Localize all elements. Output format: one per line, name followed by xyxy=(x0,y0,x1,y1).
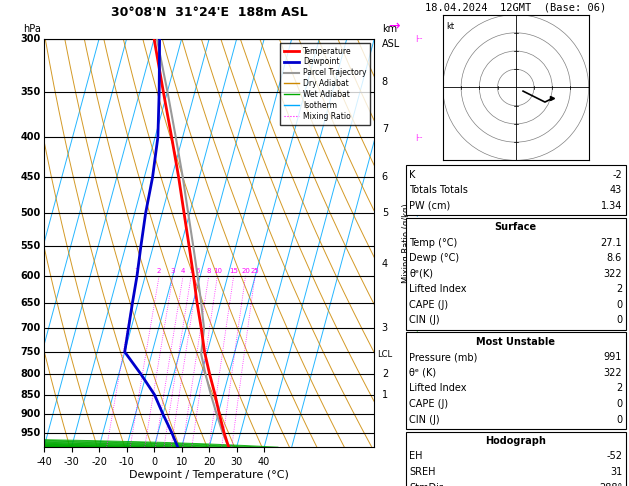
Text: 950: 950 xyxy=(21,428,41,438)
Text: 600: 600 xyxy=(21,271,41,281)
Legend: Temperature, Dewpoint, Parcel Trajectory, Dry Adiabat, Wet Adiabat, Isotherm, Mi: Temperature, Dewpoint, Parcel Trajectory… xyxy=(280,43,370,125)
Text: →: → xyxy=(388,19,399,34)
Text: Temp (°C): Temp (°C) xyxy=(409,238,458,247)
Text: 750: 750 xyxy=(21,347,41,357)
Text: Surface: Surface xyxy=(495,222,537,232)
Text: |--: |-- xyxy=(415,391,423,398)
Text: kt: kt xyxy=(447,22,455,31)
Text: hPa: hPa xyxy=(23,24,41,34)
Text: 3: 3 xyxy=(382,323,388,333)
Text: 500: 500 xyxy=(21,208,41,218)
Text: 6: 6 xyxy=(382,173,388,182)
Text: 322: 322 xyxy=(603,269,622,278)
Text: 25: 25 xyxy=(250,268,259,275)
Text: 1: 1 xyxy=(382,390,388,399)
Text: 288°: 288° xyxy=(599,483,622,486)
Text: CAPE (J): CAPE (J) xyxy=(409,300,448,310)
Text: |--: |-- xyxy=(415,210,423,217)
Text: 8.6: 8.6 xyxy=(607,253,622,263)
Text: 0: 0 xyxy=(616,300,622,310)
Text: 8: 8 xyxy=(382,77,388,87)
Text: θᵉ (K): θᵉ (K) xyxy=(409,368,437,378)
Text: EH: EH xyxy=(409,451,423,461)
Text: 2: 2 xyxy=(382,369,388,379)
Text: |--: |-- xyxy=(415,272,423,279)
Text: km: km xyxy=(382,24,397,34)
Text: 5: 5 xyxy=(189,268,193,275)
Text: 3: 3 xyxy=(170,268,175,275)
Text: 10: 10 xyxy=(213,268,222,275)
Text: 43: 43 xyxy=(610,185,622,195)
Text: Totals Totals: Totals Totals xyxy=(409,185,469,195)
Text: 1: 1 xyxy=(135,268,139,275)
Text: LCL: LCL xyxy=(377,350,392,359)
Text: -2: -2 xyxy=(612,170,622,179)
Text: 15: 15 xyxy=(229,268,238,275)
Text: 550: 550 xyxy=(21,241,41,251)
Text: |--: |-- xyxy=(415,411,423,417)
Text: 1.34: 1.34 xyxy=(601,201,622,210)
Text: |--: |-- xyxy=(415,325,423,332)
Text: 300: 300 xyxy=(21,34,41,44)
Text: 0: 0 xyxy=(616,315,622,325)
Text: |--: |-- xyxy=(415,370,423,378)
Text: 322: 322 xyxy=(603,368,622,378)
Text: CIN (J): CIN (J) xyxy=(409,315,440,325)
Text: 700: 700 xyxy=(21,323,41,333)
Text: Lifted Index: Lifted Index xyxy=(409,383,467,393)
Text: 20: 20 xyxy=(241,268,250,275)
Text: 991: 991 xyxy=(604,352,622,362)
Text: Dewp (°C): Dewp (°C) xyxy=(409,253,460,263)
Text: 2: 2 xyxy=(616,284,622,294)
Text: 4: 4 xyxy=(181,268,186,275)
Text: 6: 6 xyxy=(196,268,200,275)
Text: StmDir: StmDir xyxy=(409,483,443,486)
Text: 8: 8 xyxy=(206,268,211,275)
Text: © weatheronline.co.uk: © weatheronline.co.uk xyxy=(464,474,568,484)
Text: K: K xyxy=(409,170,416,179)
Text: Mixing Ratio (g/kg): Mixing Ratio (g/kg) xyxy=(403,203,411,283)
Text: 27.1: 27.1 xyxy=(601,238,622,247)
Text: 2: 2 xyxy=(157,268,162,275)
Text: Hodograph: Hodograph xyxy=(486,436,546,446)
Text: 350: 350 xyxy=(21,87,41,97)
Text: |--: |-- xyxy=(415,134,423,140)
X-axis label: Dewpoint / Temperature (°C): Dewpoint / Temperature (°C) xyxy=(129,469,289,480)
Text: 900: 900 xyxy=(21,409,41,419)
Text: 30°08'N  31°24'E  188m ASL: 30°08'N 31°24'E 188m ASL xyxy=(111,6,308,19)
Text: 850: 850 xyxy=(21,390,41,399)
Text: CAPE (J): CAPE (J) xyxy=(409,399,448,409)
Text: SREH: SREH xyxy=(409,467,436,477)
Text: |--: |-- xyxy=(415,35,423,42)
Text: 450: 450 xyxy=(21,173,41,182)
Text: θᵉ(K): θᵉ(K) xyxy=(409,269,433,278)
Text: 18.04.2024  12GMT  (Base: 06): 18.04.2024 12GMT (Base: 06) xyxy=(425,2,606,12)
Text: ASL: ASL xyxy=(382,38,400,49)
Text: 0: 0 xyxy=(616,415,622,424)
Text: PW (cm): PW (cm) xyxy=(409,201,451,210)
Text: 650: 650 xyxy=(21,298,41,308)
Text: 4: 4 xyxy=(382,259,388,269)
Text: -52: -52 xyxy=(606,451,622,461)
Text: Lifted Index: Lifted Index xyxy=(409,284,467,294)
Text: 800: 800 xyxy=(21,369,41,379)
Text: 400: 400 xyxy=(21,132,41,142)
Text: Pressure (mb): Pressure (mb) xyxy=(409,352,478,362)
Text: CIN (J): CIN (J) xyxy=(409,415,440,424)
Text: 0: 0 xyxy=(616,399,622,409)
Text: 7: 7 xyxy=(382,123,388,134)
Text: Most Unstable: Most Unstable xyxy=(476,337,555,347)
Text: 2: 2 xyxy=(616,383,622,393)
Text: 31: 31 xyxy=(610,467,622,477)
Text: 5: 5 xyxy=(382,208,388,218)
